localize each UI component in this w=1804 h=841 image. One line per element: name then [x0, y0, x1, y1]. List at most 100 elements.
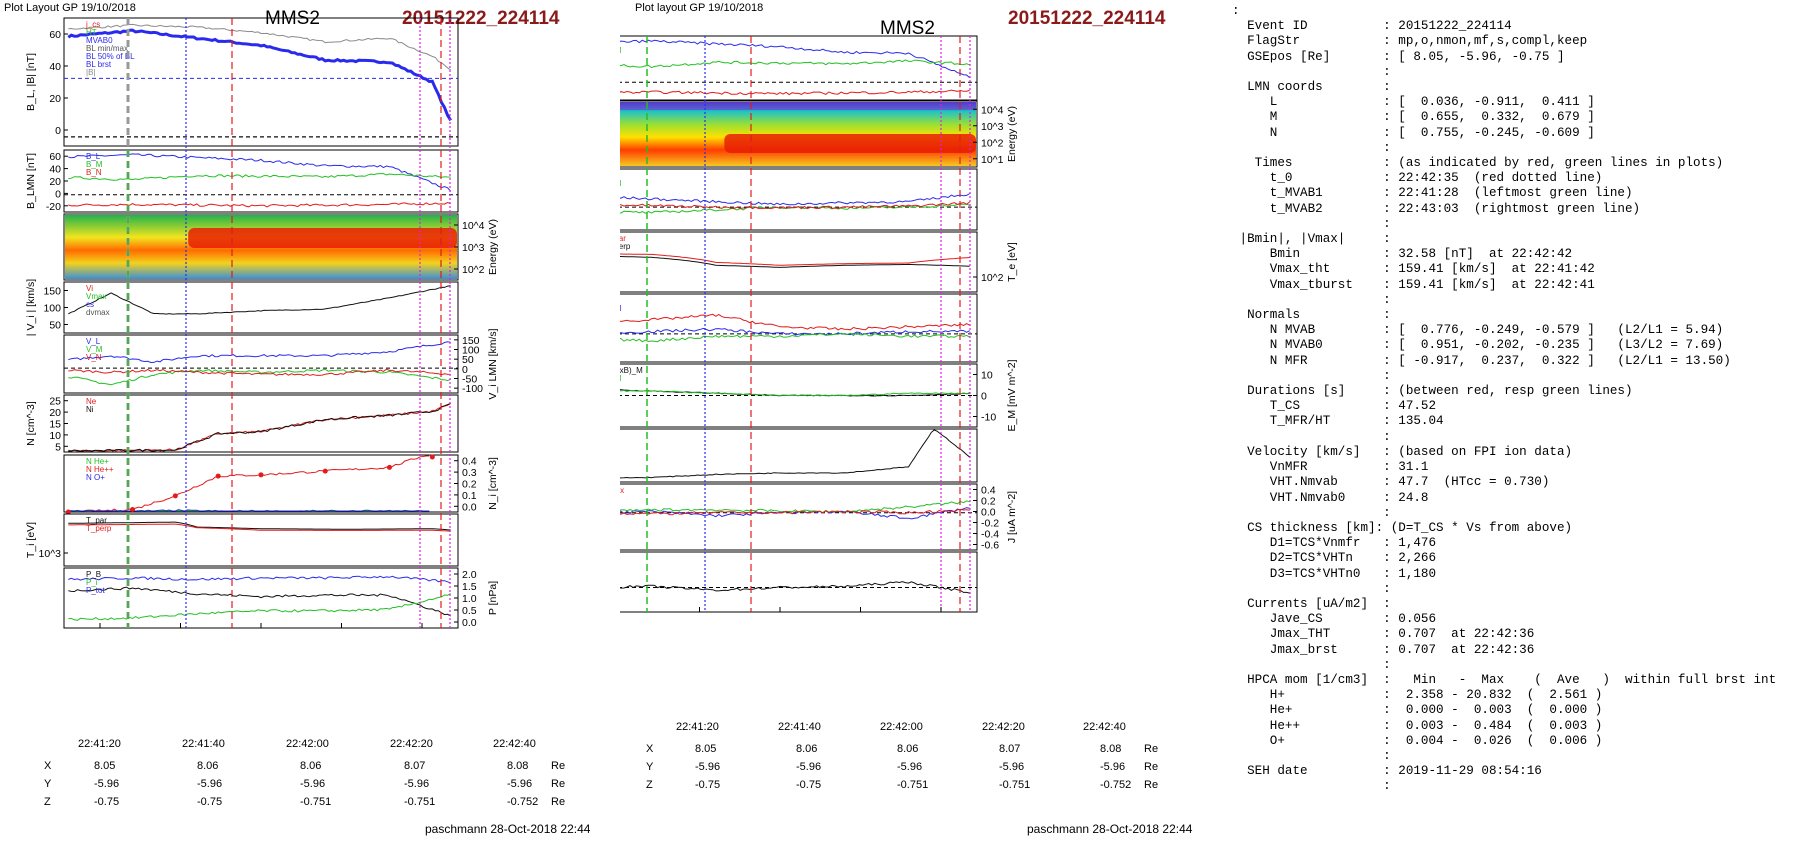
y-axis-label: P [nPa]: [487, 581, 499, 615]
summary-line: :: [1232, 140, 1391, 155]
series-line-b-m: [620, 59, 970, 69]
left-plot-header: Plot Layout GP 19/10/2018: [4, 2, 136, 14]
y-tick-label: 0: [462, 364, 468, 376]
summary-line: VHT.Nmvab : 47.7 (HTcc = 0.730): [1232, 475, 1550, 490]
coord-value: 8.06: [300, 760, 322, 772]
data-point-he-pp: [429, 454, 435, 460]
series-line-p-i: [68, 593, 451, 621]
coord-value: -5.96: [404, 778, 430, 790]
series-line-v-l: [68, 341, 451, 364]
summary-line: VHT.Nmvab0 : 24.8: [1232, 490, 1429, 505]
y-tick-label: 0.2: [462, 479, 477, 491]
y-tick-label: 150: [43, 286, 61, 298]
series-line-b-l: [68, 153, 452, 192]
legend-entry: T_perp: [620, 242, 631, 251]
summary-line: N : [ 0.755, -0.245, -0.609 ]: [1232, 125, 1595, 140]
coord-value: -0.752: [1100, 779, 1132, 791]
y-axis-label: Energy (eV): [487, 219, 499, 275]
legend-entry: E_M: [620, 374, 622, 383]
y-tick-label: 10^3: [462, 242, 485, 254]
legend-entry: Ne: [86, 397, 97, 406]
time-tick-label: 22:42:00: [286, 738, 329, 750]
legend-entry: Vi: [86, 284, 93, 293]
y-axis-label: Energy (eV): [1006, 106, 1018, 162]
y-tick-label: 5: [55, 441, 61, 453]
coord-value: -0.75: [796, 779, 822, 791]
coord-value: -0.752: [507, 796, 539, 808]
summary-line: Vmax_tht : 159.41 [km/s] at 22:41:42: [1232, 262, 1595, 277]
summary-line: T_MFR/HT : 135.04: [1232, 414, 1444, 429]
panel-frame: [620, 35, 978, 101]
legend-entry: j_cs: [85, 20, 100, 29]
y-tick-label: 0: [981, 391, 987, 403]
y-tick-label: 0.0: [981, 507, 996, 519]
summary-line: H+ : 2.358 - 20.832 ( 2.561 ): [1232, 688, 1603, 703]
series-line-e-m: [620, 389, 970, 397]
legend-entry: P_tot: [86, 586, 105, 595]
coord-row-y: Y -5.96 -5.96 -5.96 -5.96 -5.96 Re: [646, 758, 1158, 776]
summary-line: :: [1232, 368, 1391, 383]
series-line-n-o-: [68, 509, 430, 512]
summary-line: t_MVAB2 : 22:43:03 (rightmost green line…: [1232, 201, 1641, 216]
y-axis-label: N [cm^-3]: [25, 401, 37, 446]
series-line-e-l: [620, 313, 970, 331]
coord-value: 8.08: [507, 760, 529, 772]
summary-line: :: [1232, 779, 1391, 794]
coord-value: 8.07: [404, 760, 426, 772]
summary-line: :: [1232, 505, 1391, 520]
spectrogram-hot-band: [724, 134, 976, 153]
summary-line: D2=TCS*VHTn : 2,266: [1232, 551, 1437, 566]
y-tick-label: 60: [49, 29, 61, 41]
panel-frame: [620, 551, 978, 613]
summary-line: Velocity [km/s] : (based on FPI ion data…: [1232, 444, 1573, 459]
legend-entry: -(VexB)_M: [620, 366, 643, 375]
data-point-he-pp: [386, 464, 392, 470]
legend-entry: V_N: [86, 353, 102, 362]
legend-entry: N O+: [86, 473, 105, 482]
y-tick-label: 15: [49, 419, 61, 431]
y-tick-label: 100: [462, 345, 480, 357]
coord-value: -0.75: [695, 779, 721, 791]
y-tick-label: 0: [55, 188, 61, 200]
legend-entry: BL brst: [86, 60, 112, 69]
y-tick-label: 60: [49, 151, 61, 163]
legend-entry: B_M: [620, 46, 622, 55]
y-tick-label: 10^2: [462, 264, 485, 276]
legend-entry: N He++: [86, 465, 114, 474]
coord-row-y: Y -5.96 -5.96 -5.96 -5.96 -5.96 Re: [44, 775, 565, 793]
coord-label: Z: [44, 796, 51, 808]
coord-row-z: Z -0.75 -0.75 -0.751 -0.751 -0.752 Re: [44, 793, 565, 811]
coord-unit: Re: [1144, 743, 1159, 755]
coord-value: -5.96: [300, 778, 326, 790]
series-line-t-perp: [620, 256, 970, 268]
coord-value: 8.06: [796, 743, 818, 755]
legend-entry: P_B: [86, 570, 101, 579]
legend-entry: B_L: [86, 152, 101, 161]
summary-line: t_MVAB1 : 22:41:28 (leftmost green line): [1232, 186, 1633, 201]
coord-label: Y: [646, 761, 654, 773]
y-axis-label: | V_i | [km/s]: [25, 279, 37, 336]
series-line--vi-: [68, 285, 451, 315]
legend-entry: Ni: [86, 405, 94, 414]
summary-line: M : [ 0.655, 0.332, 0.679 ]: [1232, 110, 1595, 125]
summary-line: :: [1232, 216, 1391, 231]
y-tick-label: 0.0: [462, 617, 477, 629]
summary-line: Normals :: [1232, 308, 1391, 323]
summary-line: N MVAB : [ 0.776, -0.249, -0.579 ] (L2/L…: [1232, 323, 1724, 338]
y-tick-label: 40: [49, 164, 61, 176]
coord-label: X: [646, 743, 654, 755]
y-tick-label: 0.5: [462, 605, 477, 617]
summary-line: FlagStr : mp,o,nmon,mf,s,compl,keep: [1232, 34, 1588, 49]
y-tick-label: 0.4: [981, 485, 996, 497]
series-line-v-l: [620, 193, 970, 206]
y-axis-label: B_L, |B| [nT]: [25, 53, 37, 111]
summary-line: N MFR : [ -0.917, 0.237, 0.322 ] (L2/L1 …: [1232, 353, 1731, 368]
series-line-b-n: [68, 201, 451, 208]
panel-frame: [620, 428, 978, 483]
coord-value: -0.75: [94, 796, 120, 808]
y-axis-label: E_M [mV m^-2]: [1006, 359, 1018, 431]
coord-value: -0.75: [197, 796, 223, 808]
y-tick-label: 10^4: [462, 220, 485, 232]
coord-label: Z: [646, 779, 653, 791]
